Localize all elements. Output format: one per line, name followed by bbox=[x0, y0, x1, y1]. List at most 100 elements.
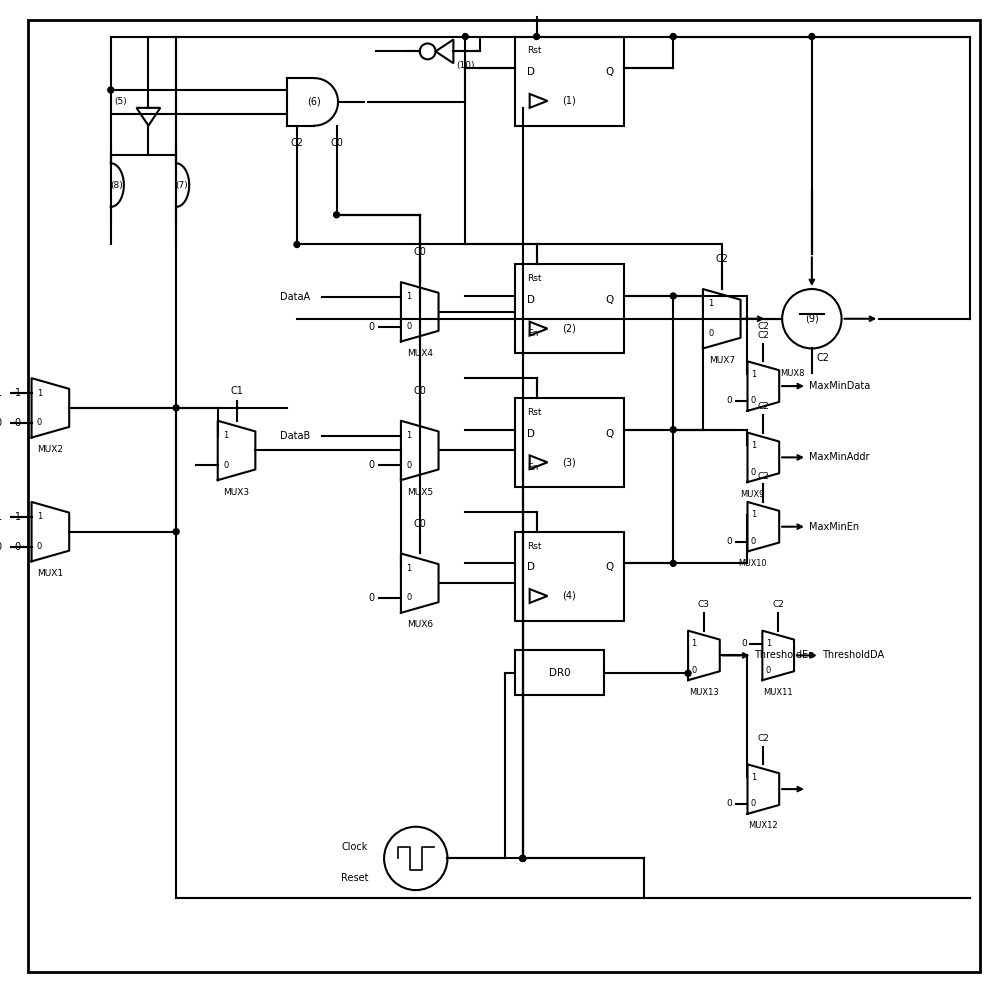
Text: MUX4: MUX4 bbox=[407, 349, 433, 358]
Text: C2: C2 bbox=[757, 403, 769, 412]
Text: Reset: Reset bbox=[341, 873, 368, 883]
Text: MaxMinAddr: MaxMinAddr bbox=[809, 452, 869, 462]
Text: 0: 0 bbox=[406, 593, 411, 602]
Text: C0: C0 bbox=[413, 247, 426, 257]
Circle shape bbox=[173, 529, 179, 535]
Text: MUX13: MUX13 bbox=[689, 687, 719, 696]
Text: 1: 1 bbox=[751, 773, 756, 782]
Text: 0: 0 bbox=[727, 537, 733, 546]
Text: MaxMinEn: MaxMinEn bbox=[809, 522, 859, 532]
Text: (4): (4) bbox=[562, 591, 576, 601]
Text: (3): (3) bbox=[562, 457, 576, 467]
Text: (9): (9) bbox=[805, 313, 819, 323]
Text: MaxMinData: MaxMinData bbox=[809, 381, 870, 391]
Text: 1: 1 bbox=[406, 293, 411, 302]
Text: (8): (8) bbox=[110, 181, 123, 189]
Bar bbox=[515, 37, 624, 126]
Text: (10): (10) bbox=[456, 61, 475, 69]
Text: C2: C2 bbox=[817, 353, 830, 363]
Text: (2): (2) bbox=[562, 323, 576, 333]
Text: En: En bbox=[527, 329, 538, 338]
Text: 0: 0 bbox=[708, 329, 713, 338]
Text: C0: C0 bbox=[330, 139, 343, 149]
Text: 0: 0 bbox=[751, 537, 756, 546]
Text: 1: 1 bbox=[751, 370, 756, 379]
Circle shape bbox=[670, 293, 676, 299]
Text: MUX5: MUX5 bbox=[407, 487, 433, 497]
Text: 1: 1 bbox=[15, 512, 21, 522]
Text: DataB: DataB bbox=[280, 431, 310, 440]
Text: MUX2: MUX2 bbox=[37, 445, 63, 454]
Text: 0: 0 bbox=[368, 593, 374, 603]
Text: (5): (5) bbox=[114, 97, 127, 106]
Text: ThresholdDA: ThresholdDA bbox=[822, 651, 884, 661]
Text: MUX1: MUX1 bbox=[37, 568, 63, 577]
Text: 1: 1 bbox=[37, 512, 42, 521]
Text: 1: 1 bbox=[37, 389, 42, 398]
Circle shape bbox=[520, 855, 526, 861]
Text: D: D bbox=[527, 67, 535, 77]
Text: Rst: Rst bbox=[527, 274, 541, 283]
Text: C0: C0 bbox=[413, 519, 426, 529]
Text: Q: Q bbox=[606, 67, 614, 77]
Text: 0: 0 bbox=[37, 419, 42, 428]
Text: C2: C2 bbox=[757, 734, 769, 743]
Text: ThresholdEn: ThresholdEn bbox=[754, 651, 815, 661]
Text: Clock: Clock bbox=[342, 841, 368, 851]
Text: En: En bbox=[527, 463, 538, 472]
Text: 0: 0 bbox=[766, 666, 771, 675]
Text: 0: 0 bbox=[691, 666, 697, 675]
Text: MUX9: MUX9 bbox=[740, 489, 765, 499]
Text: Q: Q bbox=[606, 295, 614, 305]
Circle shape bbox=[294, 241, 300, 247]
Text: 0: 0 bbox=[0, 418, 2, 428]
Text: 0: 0 bbox=[15, 542, 21, 552]
Text: Rst: Rst bbox=[527, 47, 541, 56]
Circle shape bbox=[809, 34, 815, 40]
Text: 0: 0 bbox=[751, 800, 756, 808]
Circle shape bbox=[108, 87, 114, 93]
Text: Rst: Rst bbox=[527, 408, 541, 417]
Text: C1: C1 bbox=[230, 386, 243, 396]
Text: MUX8: MUX8 bbox=[780, 369, 804, 378]
Text: MUX12: MUX12 bbox=[749, 821, 778, 830]
Text: 1: 1 bbox=[15, 388, 21, 398]
Text: C0: C0 bbox=[413, 386, 426, 396]
Text: 1: 1 bbox=[751, 510, 756, 520]
Text: 0: 0 bbox=[0, 542, 2, 552]
Text: (6): (6) bbox=[307, 97, 321, 107]
Text: 1: 1 bbox=[766, 639, 771, 648]
Text: (7): (7) bbox=[176, 181, 188, 189]
Circle shape bbox=[670, 560, 676, 566]
Circle shape bbox=[173, 405, 179, 411]
Text: D: D bbox=[527, 295, 535, 305]
Text: MUX7: MUX7 bbox=[709, 356, 735, 365]
Text: C2: C2 bbox=[715, 254, 728, 264]
Text: DR0: DR0 bbox=[549, 669, 570, 679]
Text: MUX10: MUX10 bbox=[738, 558, 767, 567]
Text: 0: 0 bbox=[406, 322, 411, 331]
Text: 0: 0 bbox=[15, 418, 21, 428]
Text: MUX11: MUX11 bbox=[763, 687, 793, 696]
Text: 0: 0 bbox=[223, 461, 228, 470]
Text: (1): (1) bbox=[562, 95, 576, 106]
Text: C3: C3 bbox=[698, 600, 710, 609]
Text: 0: 0 bbox=[727, 397, 733, 406]
Text: 1: 1 bbox=[0, 512, 2, 522]
Text: DataA: DataA bbox=[280, 292, 310, 302]
Circle shape bbox=[670, 34, 676, 40]
Text: 0: 0 bbox=[751, 397, 756, 406]
Bar bbox=[515, 264, 624, 353]
Text: 1: 1 bbox=[691, 639, 697, 648]
Circle shape bbox=[520, 855, 526, 861]
Text: 1: 1 bbox=[751, 441, 756, 450]
Bar bbox=[515, 651, 604, 695]
Text: D: D bbox=[527, 562, 535, 572]
Text: Rst: Rst bbox=[527, 542, 541, 551]
Circle shape bbox=[334, 212, 340, 218]
Text: MUX3: MUX3 bbox=[223, 487, 250, 497]
Text: 1: 1 bbox=[406, 563, 411, 572]
Bar bbox=[515, 398, 624, 487]
Text: C2: C2 bbox=[757, 331, 769, 340]
Text: C2: C2 bbox=[757, 471, 769, 481]
